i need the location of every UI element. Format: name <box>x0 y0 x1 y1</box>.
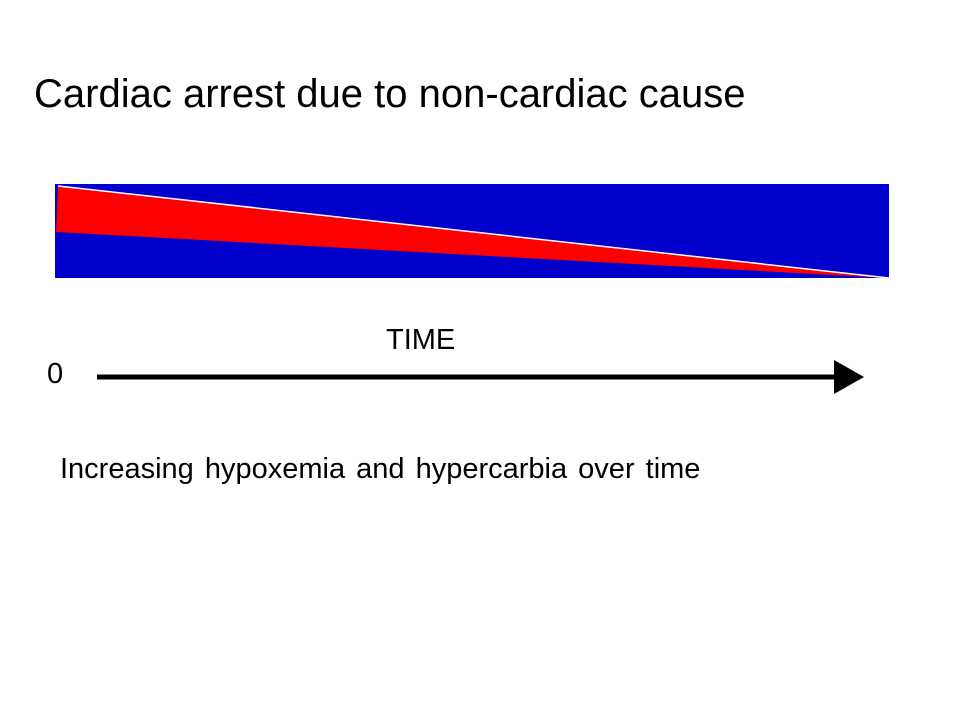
origin-label: 0 <box>47 358 64 390</box>
time-arrow-head <box>834 360 864 394</box>
time-label: TIME <box>386 324 456 356</box>
slide-title: Cardiac arrest due to non-cardiac cause <box>34 72 746 116</box>
wedge-edge-line <box>57 185 899 280</box>
diagram-caption: Increasing hypoxemia and hypercarbia ove… <box>60 453 701 485</box>
